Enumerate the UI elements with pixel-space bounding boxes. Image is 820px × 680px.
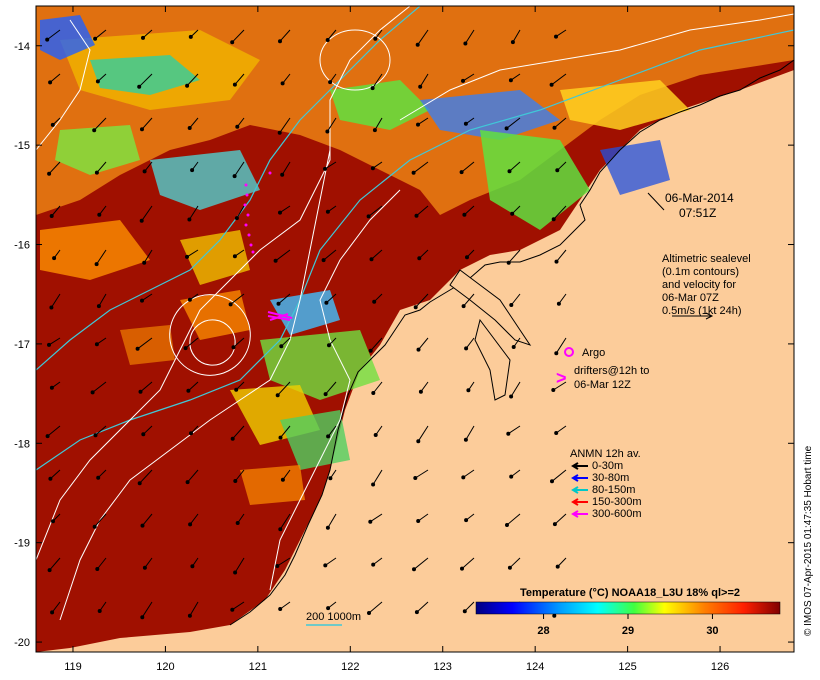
- lon-tick-label: 123: [434, 661, 452, 673]
- lon-tick-label: 120: [156, 661, 174, 673]
- colorbar-tick-label: 30: [706, 625, 718, 637]
- lon-tick-label: 124: [526, 661, 544, 673]
- lat-tick-label: -20: [14, 637, 30, 649]
- lat-tick-label: -14: [14, 41, 30, 53]
- svg-text:06-Mar 07Z: 06-Mar 07Z: [662, 292, 719, 304]
- lat-tick-label: -19: [14, 538, 30, 550]
- colorbar: Temperature (°C) NOAA18_L3U 18% ql>=2 28…: [475, 587, 781, 637]
- lat-tick-label: -15: [14, 140, 30, 152]
- svg-text:Altimetric sealevel: Altimetric sealevel: [662, 253, 751, 265]
- map-plot-area: [36, 6, 794, 652]
- drifters-label-2: 06-Mar 12Z: [574, 379, 631, 391]
- date-label: 06-Mar-2014: [665, 191, 734, 205]
- anmn-legend-label: 0-30m: [592, 460, 623, 472]
- argo-label: Argo: [582, 347, 605, 359]
- lon-tick-label: 121: [249, 661, 267, 673]
- lon-axis: 119 120 121 122 123 124 125 126: [64, 6, 729, 673]
- anmn-arrows: [267, 311, 293, 321]
- colorbar-gradient: [475, 601, 781, 615]
- drifters-label-1: drifters@12h to: [574, 365, 649, 377]
- anmn-legend-title: ANMN 12h av.: [570, 448, 641, 460]
- anmn-legend-label: 150-300m: [592, 496, 642, 508]
- lon-tick-label: 126: [711, 661, 729, 673]
- altimetry-note: Altimetric sealevel (0.1m contours) and …: [662, 253, 751, 320]
- scale-label: 200 1000m: [306, 611, 361, 623]
- isobath-1000m: [36, 6, 421, 371]
- svg-text:0.5m/s (1kt 24h): 0.5m/s (1kt 24h): [662, 305, 741, 317]
- svg-text:and velocity for: and velocity for: [662, 279, 736, 291]
- svg-text:(0.1m contours): (0.1m contours): [662, 266, 739, 278]
- map-frame: [35, 5, 795, 653]
- colorbar-title: Temperature (°C) NOAA18_L3U 18% ql>=2: [520, 587, 740, 599]
- time-label: 07:51Z: [679, 206, 716, 220]
- lon-tick-label: 125: [618, 661, 636, 673]
- coastline: [229, 59, 794, 626]
- isobath-200m: [36, 29, 794, 471]
- colorbar-tick-label: 28: [537, 625, 549, 637]
- anmn-legend-label: 80-150m: [592, 484, 635, 496]
- velocity-arrows: [45, 29, 567, 620]
- credit-text: © IMOS 07-Apr-2015 01:47:35 Hobart time: [803, 445, 814, 636]
- lat-tick-label: -16: [14, 240, 30, 252]
- anmn-legend-label: 300-600m: [592, 508, 642, 520]
- anmn-legend-label: 30-80m: [592, 472, 629, 484]
- lon-tick-label: 119: [64, 661, 82, 673]
- argo-marker: [564, 347, 574, 357]
- lat-tick-label: -18: [14, 438, 30, 450]
- drifter-marker: >: [556, 368, 567, 388]
- drifter-track: [243, 171, 272, 254]
- lat-tick-label: -17: [14, 339, 30, 351]
- anmn-legend: ANMN 12h av. 0-30m30-80m80-150m150-300m3…: [570, 448, 642, 520]
- lon-tick-label: 122: [341, 661, 359, 673]
- colorbar-tick-label: 29: [622, 625, 634, 637]
- lat-axis: -14 -15 -16 -17 -18 -19 -20: [14, 41, 794, 649]
